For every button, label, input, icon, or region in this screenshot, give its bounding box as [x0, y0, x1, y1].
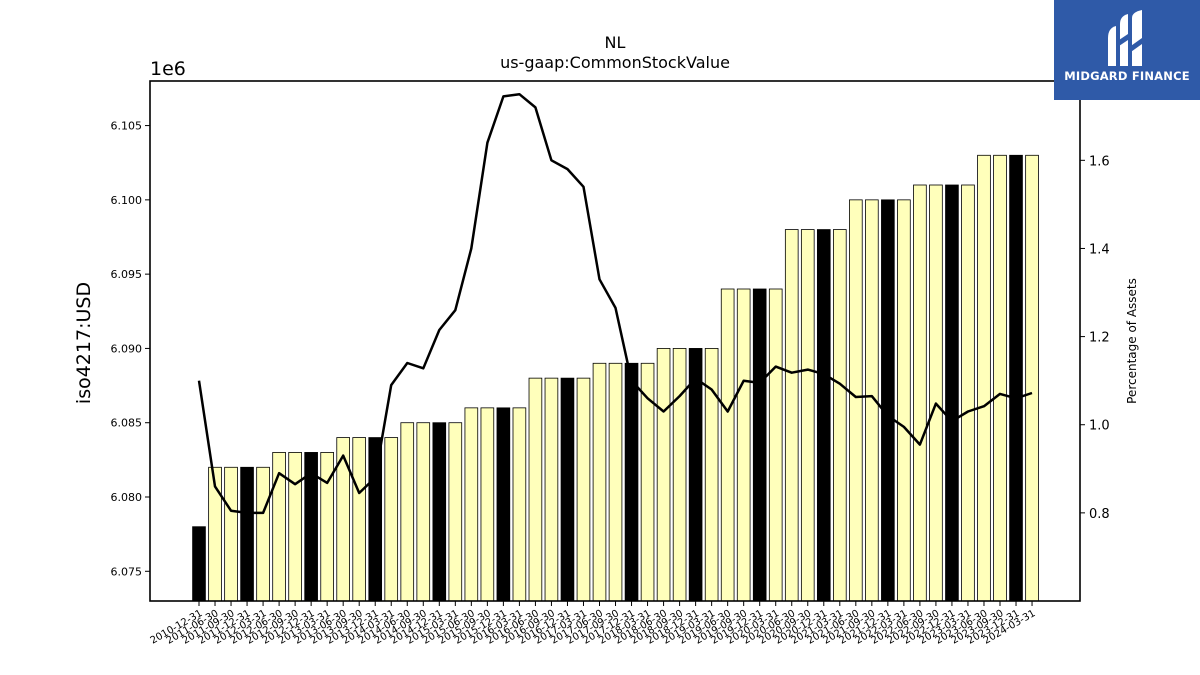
bar [512, 407, 527, 602]
bar [993, 154, 1007, 602]
bar [881, 199, 895, 602]
bar [833, 229, 847, 602]
bar [384, 437, 399, 602]
bar [560, 377, 575, 602]
bar [672, 348, 687, 602]
bar [1025, 154, 1039, 602]
bar [784, 229, 799, 602]
percentage-line-series [197, 92, 1033, 515]
bar [800, 229, 815, 602]
y2-tick-label: 1.2 [1089, 331, 1110, 346]
bar [720, 288, 735, 602]
bar [496, 407, 511, 602]
bar [448, 422, 463, 602]
bar [592, 362, 607, 602]
bar [256, 466, 270, 602]
midgard-logo-icon [1108, 10, 1142, 66]
bar [288, 452, 302, 602]
y2-tick-label: 1.4 [1089, 242, 1110, 257]
bar [608, 362, 623, 602]
bar [352, 437, 366, 602]
chart-subtitle: us-gaap:CommonStockValue [500, 53, 730, 72]
y-tick-label: 6.075 [111, 565, 143, 578]
bar [368, 437, 383, 602]
y-offset-label: 1e6 [150, 58, 186, 80]
bar [977, 154, 991, 602]
brand-logo: MIDGARD FINANCE [1054, 0, 1200, 100]
bar [528, 377, 543, 602]
y-axis-label: iso4217:USD [73, 282, 95, 404]
y-tick-label: 6.105 [111, 120, 143, 133]
percentage-line [197, 92, 1033, 515]
bar [544, 377, 559, 602]
y2-axis-label: Percentage of Assets [1125, 278, 1139, 404]
bar [816, 229, 831, 602]
bar [913, 184, 927, 602]
bar [752, 288, 767, 602]
bar [576, 377, 591, 602]
bar [945, 184, 959, 602]
bar [1009, 154, 1023, 602]
bar [768, 288, 783, 602]
y2-tick-label: 1.6 [1089, 154, 1110, 169]
chart-title: NL [605, 33, 626, 52]
bar [464, 407, 479, 602]
bar [480, 407, 495, 602]
bar [416, 422, 431, 602]
bar [656, 348, 671, 602]
y2-tick-label: 1.0 [1089, 419, 1110, 434]
bar [224, 466, 238, 602]
y-axis-ticks: 6.075 6.080 6.085 6.090 6.095 6.100 6.105 [111, 120, 150, 578]
plot-frame [149, 80, 1081, 602]
brand-logo-text: MIDGARD FINANCE [1064, 69, 1190, 83]
y-tick-label: 6.085 [111, 417, 143, 430]
bar [192, 526, 206, 602]
bar [961, 184, 975, 602]
x-axis-ticks: 2010-12-312011-06-302011-09-302011-12-31… [149, 601, 1038, 647]
y2-tick-label: 0.8 [1089, 507, 1110, 522]
bar [736, 288, 751, 602]
y-tick-label: 6.090 [111, 342, 143, 355]
y-tick-label: 6.095 [111, 268, 143, 281]
bar-series [192, 154, 1039, 602]
bar [240, 466, 254, 602]
y2-axis-ticks: 0.8 1.0 1.2 1.4 1.6 [1080, 154, 1110, 522]
bar [688, 348, 703, 602]
bar [849, 199, 863, 602]
y-tick-label: 6.100 [111, 194, 143, 207]
bar [897, 199, 911, 602]
y-tick-label: 6.080 [111, 491, 143, 504]
bar [400, 422, 415, 602]
bar [929, 184, 943, 602]
bar [624, 362, 639, 602]
bar [432, 422, 447, 602]
